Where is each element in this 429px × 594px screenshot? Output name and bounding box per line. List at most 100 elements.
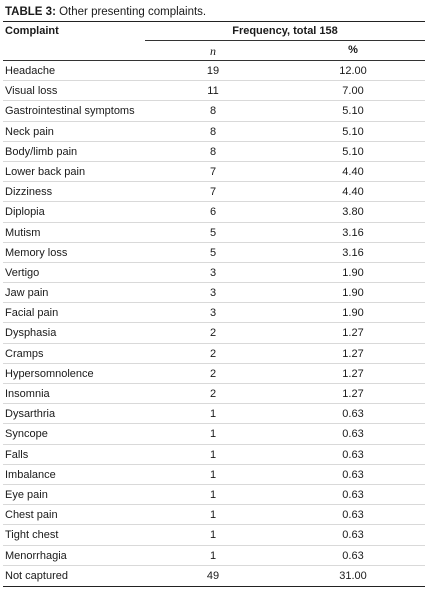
- row-divider: [3, 181, 425, 183]
- cell-percent: 31.00: [339, 569, 367, 582]
- cell-complaint: Gastrointestinal symptoms: [5, 105, 135, 118]
- table-row: Syncope 1 0.63: [0, 424, 429, 445]
- cell-n: 2: [209, 388, 217, 400]
- cell-complaint: Vertigo: [5, 266, 40, 279]
- cell-n: 2: [209, 367, 217, 380]
- cell-n: 1: [209, 509, 217, 522]
- table-caption: TABLE 3: Other presenting complaints.: [5, 5, 206, 19]
- cell-complaint: Visual loss: [5, 85, 58, 98]
- table-subheader-row: n %: [0, 44, 429, 59]
- cell-percent: 12.00: [339, 65, 367, 77]
- cell-complaint: Syncope: [5, 428, 48, 441]
- header-n: n: [210, 44, 216, 58]
- cell-percent: 1.27: [342, 367, 364, 380]
- cell-percent: 5.10: [342, 145, 364, 158]
- cell-percent: 5.10: [342, 105, 364, 118]
- frequency-span-rule: [145, 40, 425, 41]
- row-divider: [3, 322, 425, 324]
- table-header-row: Complaint Frequency, total 158: [0, 25, 429, 41]
- table-row: Hypersomnolence 2 1.27: [0, 364, 429, 384]
- table-row: Tight chest 1 0.63: [0, 525, 429, 546]
- cell-n: 2: [209, 327, 217, 340]
- row-divider: [3, 221, 425, 223]
- cell-complaint: Menorrhagia: [5, 549, 67, 562]
- header-complaint: Complaint: [5, 25, 59, 37]
- cell-percent: 3.16: [342, 226, 364, 239]
- cell-n: 1: [209, 448, 217, 461]
- cell-percent: 1.27: [342, 327, 364, 340]
- cell-percent: 3.16: [342, 246, 364, 259]
- table-row: Gastrointestinal symptoms 8 5.10: [0, 101, 429, 122]
- cell-percent: 7.00: [342, 85, 364, 98]
- table-row: Dysarthria 1 0.63: [0, 404, 429, 425]
- table-row: Dysphasia 2 1.27: [0, 323, 429, 344]
- table-row: Cramps 2 1.27: [0, 344, 429, 364]
- cell-n: 1: [209, 468, 217, 481]
- table-row: Body/limb pain 8 5.10: [0, 142, 429, 162]
- table-caption-text: Other presenting complaints.: [59, 6, 207, 18]
- cell-complaint: Lower back pain: [5, 165, 86, 178]
- cell-n: 8: [209, 105, 217, 118]
- cell-percent: 1.27: [342, 388, 364, 400]
- cell-n: 6: [209, 206, 217, 219]
- row-divider: [3, 504, 425, 506]
- row-divider: [3, 483, 425, 485]
- cell-n: 7: [209, 165, 217, 178]
- row-divider: [3, 80, 425, 82]
- cell-complaint: Mutism: [5, 226, 41, 239]
- table-body: Headache 19 12.00 Visual loss 11 7.00 Gastroin…: [0, 61, 429, 586]
- table-row: Chest pain 1 0.63: [0, 505, 429, 526]
- cell-complaint: Not captured: [5, 569, 68, 582]
- row-divider: [3, 403, 425, 405]
- table-caption-label: TABLE 3:: [5, 6, 56, 18]
- cell-complaint: Chest pain: [5, 509, 58, 522]
- row-divider: [3, 342, 425, 344]
- table-row: Eye pain 1 0.63: [0, 485, 429, 506]
- cell-percent: 0.63: [342, 549, 364, 562]
- cell-n: 3: [209, 307, 217, 320]
- cell-percent: 4.40: [342, 165, 364, 178]
- cell-n: 7: [209, 186, 217, 199]
- table-row: Menorrhagia 1 0.63: [0, 546, 429, 566]
- row-divider: [3, 160, 425, 162]
- row-divider: [3, 261, 425, 263]
- table-row: Visual loss 11 7.00: [0, 81, 429, 102]
- cell-complaint: Memory loss: [5, 246, 68, 259]
- cell-n: 8: [209, 145, 217, 158]
- cell-n: 1: [209, 549, 217, 562]
- cell-complaint: Tight chest: [5, 529, 59, 542]
- cell-percent: 0.63: [342, 468, 364, 481]
- row-divider: [3, 140, 425, 142]
- table-row: Vertigo 3 1.90: [0, 263, 429, 284]
- table-row: Falls 1 0.63: [0, 445, 429, 465]
- cell-complaint: Cramps: [5, 347, 44, 360]
- cell-percent: 0.63: [342, 529, 364, 542]
- table-row: Headache 19 12.00: [0, 61, 429, 82]
- cell-percent: 5.10: [342, 125, 364, 138]
- cell-complaint: Body/limb pain: [5, 145, 78, 158]
- cell-n: 49: [206, 569, 220, 582]
- cell-percent: 4.40: [342, 186, 364, 199]
- row-divider: [3, 120, 425, 122]
- row-divider: [3, 443, 425, 445]
- row-divider: [3, 201, 425, 203]
- cell-complaint: Eye pain: [5, 488, 48, 501]
- row-divider: [3, 100, 425, 102]
- table-row: Not captured 49 31.00: [0, 566, 429, 586]
- cell-n: 3: [209, 266, 217, 279]
- cell-percent: 1.90: [342, 287, 364, 300]
- table-row: Dizziness 7 4.40: [0, 182, 429, 203]
- cell-complaint: Hypersomnolence: [5, 367, 94, 380]
- header-percent: %: [348, 44, 358, 56]
- row-divider: [3, 564, 425, 566]
- cell-n: 8: [209, 125, 217, 138]
- table-row: Neck pain 8 5.10: [0, 122, 429, 142]
- cell-n: 5: [209, 246, 217, 259]
- row-divider: [3, 241, 425, 243]
- cell-n: 1: [209, 529, 217, 542]
- row-divider: [3, 302, 425, 304]
- table-row: Imbalance 1 0.63: [0, 465, 429, 485]
- row-divider: [3, 383, 425, 384]
- cell-complaint: Dysarthria: [5, 408, 56, 421]
- table-top-rule: [3, 21, 425, 22]
